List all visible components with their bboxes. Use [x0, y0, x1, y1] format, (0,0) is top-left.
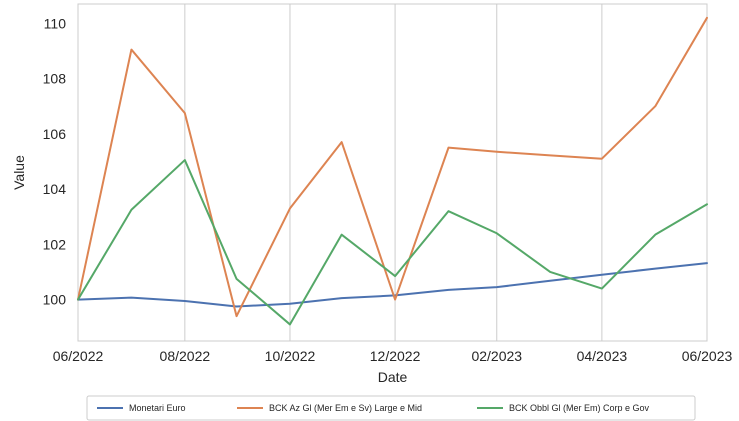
legend-label: BCK Az Gl (Mer Em e Sv) Large e Mid: [269, 403, 422, 413]
x-axis-label: Date: [378, 369, 408, 385]
x-tick-label: 10/2022: [265, 348, 316, 364]
y-tick-label: 108: [43, 71, 67, 87]
x-tick-label: 02/2023: [471, 348, 522, 364]
legend-box: [86, 395, 696, 421]
y-tick-label: 110: [44, 15, 67, 31]
x-tick-label: 06/2022: [53, 348, 104, 364]
y-tick-label: 100: [43, 292, 67, 308]
y-tick-label: 102: [43, 236, 67, 252]
series-line-1: [77, 16, 708, 318]
y-axis-label: Value: [11, 155, 27, 190]
series-line-0: [77, 262, 708, 308]
legend-label: Monetari Euro: [129, 403, 186, 413]
legend-items: Monetari Euro BCK Az Gl (Mer Em e Sv) Lar…: [97, 403, 650, 413]
legend: Monetari Euro BCK Az Gl (Mer Em e Sv) Lar…: [86, 395, 696, 421]
series-line-2: [77, 159, 708, 326]
y-tick-label: 106: [43, 126, 67, 142]
x-tick-label: 08/2022: [160, 348, 211, 364]
y-tick-label: 104: [43, 181, 67, 197]
x-tick-label: 06/2023: [682, 348, 733, 364]
series-lines: [77, 16, 708, 326]
x-axis-ticks: 06/2022 08/2022 10/2022 12/2022 02/2023 04/20…: [53, 348, 733, 364]
y-axis-ticks: 100 102 104 106 108 110: [43, 15, 67, 307]
plot-area-frame: [77, 3, 708, 342]
x-tick-label: 12/2022: [370, 348, 421, 364]
x-tick-label: 04/2023: [577, 348, 628, 364]
legend-label: BCK Obbl Gl (Mer Em) Corp e Gov: [509, 403, 650, 413]
